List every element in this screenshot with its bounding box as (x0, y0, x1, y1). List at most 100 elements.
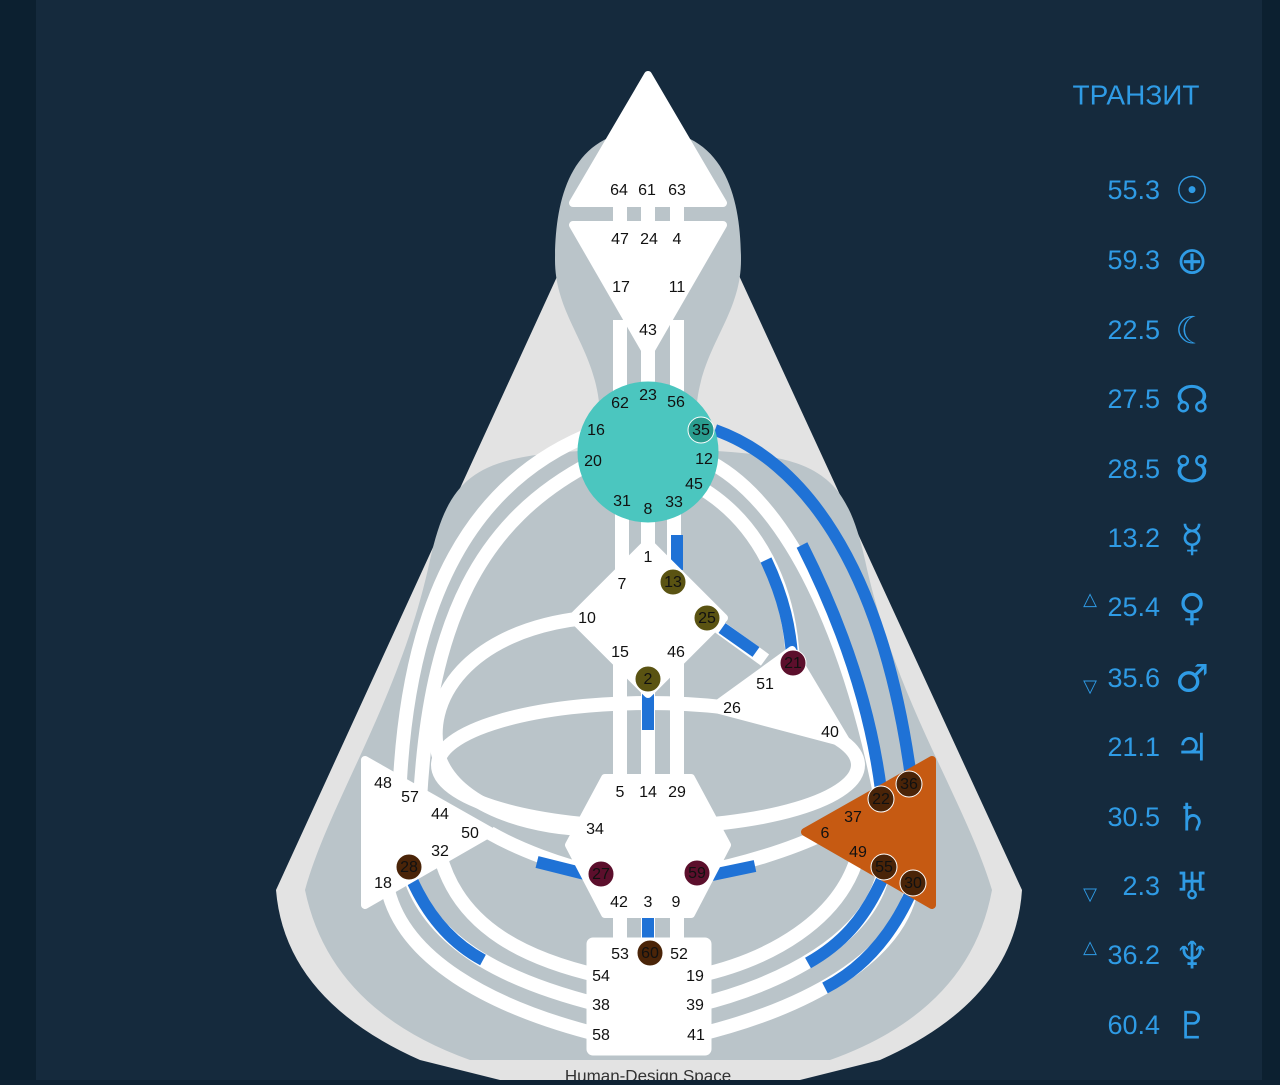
gate-number: 49 (849, 844, 867, 861)
planet-value: 60.4 (1107, 1010, 1160, 1040)
channel-20-57 (413, 455, 597, 801)
channel-16-48 (393, 425, 599, 781)
gate-number: 44 (431, 806, 449, 823)
gate-number: 50 (461, 825, 479, 842)
channel-18-58 (378, 869, 602, 1042)
gate-highlight (895, 770, 923, 798)
gate-number: 6 (821, 825, 830, 842)
gate-highlight (899, 869, 927, 897)
gate-number: 23 (639, 387, 657, 404)
gate-number: 21 (784, 655, 802, 672)
gate-number: 54 (592, 968, 610, 985)
gate-number: 18 (374, 875, 392, 892)
planet-marker: ▽ (1083, 884, 1097, 905)
gate-number: 42 (610, 894, 628, 911)
planet-marker: △ (1083, 937, 1097, 958)
gate-number: 51 (756, 676, 774, 693)
gate-number: 63 (668, 182, 686, 199)
gate-number: 55 (875, 859, 893, 876)
planet-value: 27.5 (1107, 384, 1160, 414)
gate-highlight (693, 604, 721, 632)
gate-number: 48 (374, 775, 392, 792)
gate-number: 32 (431, 843, 449, 860)
gate-number: 4 (673, 231, 682, 248)
center-heart (708, 646, 852, 748)
channel-12-22-active (796, 542, 887, 791)
planet-value: 13.2 (1107, 523, 1160, 553)
planet-symbol: ♅ (1175, 865, 1209, 909)
planet-symbol: ☿ (1180, 517, 1203, 561)
channel-35-36 (712, 424, 916, 771)
planet-marker: △ (1083, 589, 1097, 610)
channel-25-51-active (718, 623, 760, 657)
planet-value: 59.3 (1107, 245, 1160, 275)
gate-number: 7 (618, 576, 627, 593)
gate-number: 57 (401, 789, 419, 806)
gate-number: 35 (692, 422, 710, 439)
gate-number: 5 (616, 784, 625, 801)
gate-highlight (636, 939, 664, 967)
planet-symbol: ☊ (1175, 378, 1209, 422)
gate-number: 30 (904, 875, 922, 892)
gate-number: 27 (592, 866, 610, 883)
gate-number: 46 (667, 644, 685, 661)
gate-highlight (634, 665, 662, 693)
gate-number: 62 (611, 395, 629, 412)
gate-number: 15 (611, 644, 629, 661)
gate-number: 53 (611, 946, 629, 963)
channel-32-54 (433, 853, 602, 983)
gate-number: 3 (644, 894, 653, 911)
gate-number: 60 (641, 945, 659, 962)
planet-value: 30.5 (1107, 802, 1160, 832)
panel-title: ТРАНЗИТ (1073, 79, 1200, 110)
planet-marker: ▽ (1083, 676, 1097, 697)
planet-symbol: ☾ (1175, 309, 1209, 353)
gate-number: 37 (844, 809, 862, 826)
gate-number: 25 (698, 610, 716, 627)
planet-symbol: ♀ (1178, 586, 1206, 630)
planet-value: 36.2 (1107, 940, 1160, 970)
gate-highlight (587, 860, 615, 888)
root-right-active (805, 872, 918, 994)
center-ajna (569, 221, 727, 359)
center-throat (577, 381, 719, 523)
planet-value: 28.5 (1107, 454, 1160, 484)
gate-number: 40 (821, 724, 839, 741)
gate-number: 61 (638, 182, 656, 199)
gate-number: 59 (688, 865, 706, 882)
gate-number: 31 (613, 493, 631, 510)
gate-highlight (659, 568, 687, 596)
planet-symbol: ⊕ (1176, 239, 1208, 283)
gate-number: 24 (640, 231, 658, 248)
planet-symbol: ☉ (1175, 169, 1209, 213)
gate-number: 33 (665, 494, 683, 511)
planet-symbol: ♇ (1175, 1004, 1209, 1048)
sacral-active (535, 856, 757, 881)
planet-symbol: ♄ (1175, 796, 1209, 840)
gate-number: 22 (872, 791, 890, 808)
gate-number: 64 (610, 182, 628, 199)
gate-highlight (683, 859, 711, 887)
planet-value: 21.1 (1107, 732, 1160, 762)
gate-highlight (779, 649, 807, 677)
gate-highlight (687, 416, 715, 444)
center-root (586, 937, 712, 1056)
channel-10-34 (428, 611, 596, 837)
planet-value: 35.6 (1107, 663, 1160, 693)
center-head (569, 71, 727, 207)
planet-symbol: ♆ (1175, 934, 1209, 978)
gate-number: 20 (584, 453, 602, 470)
gate-number: 58 (592, 1027, 610, 1044)
planet-value: 2.3 (1122, 871, 1160, 901)
gate-number: 14 (639, 784, 657, 801)
gate-number: 39 (686, 997, 704, 1014)
gate-number: 13 (664, 574, 682, 591)
gate-number: 41 (687, 1027, 705, 1044)
gate-number: 12 (695, 451, 713, 468)
gate-number: 36 (900, 776, 918, 793)
gate-highlight (395, 853, 423, 881)
planet-symbol: ♃ (1175, 726, 1209, 770)
planet-symbol: ♂ (1175, 657, 1209, 701)
